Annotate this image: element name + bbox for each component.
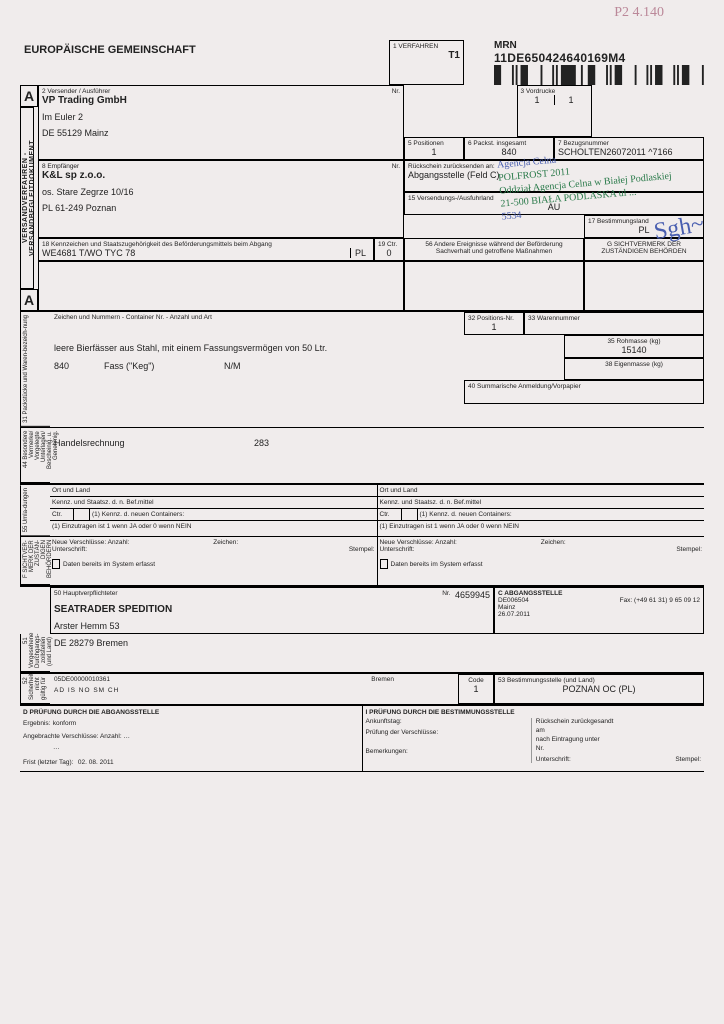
upper-block: A VERSANDVERFAHREN - VERSANDBEGLEITDOKUM…	[20, 85, 704, 311]
header-row: EUROPÄISCHE GEMEINSCHAFT 1 VERFAHREN T1 …	[20, 40, 704, 85]
barcode: ▌║▌│║█│▌║▌│║▌║▌│█║▌│║▌║	[494, 65, 704, 85]
box-53-bestimmungsstelle: 53 Bestimmungsstelle (und Land) POZNAN O…	[494, 674, 704, 704]
side-55: 55 Umla-dungen	[20, 485, 50, 536]
box-44-num: 283	[254, 438, 269, 473]
box-rueckschein: Rückschein zurücksenden an: Abgangsstell…	[404, 160, 704, 192]
box-19-ctr: 19 Ctr.0	[374, 238, 404, 261]
box-g-sichtvermerk: G SICHTVERMERK DER ZUSTÄNDIGEN BEHÖRDEN	[584, 238, 704, 261]
box-44-row: 44 Besondere Vermerke/ Vorgelegte Unterl…	[20, 427, 704, 483]
goods-description: leere Bierfässer aus Stahl, mit einem Fa…	[50, 335, 564, 380]
box-18-transport: 18 Kennzeichen und Staatszugehörigkeit d…	[38, 238, 374, 261]
side-52: 52 Sicherheit nicht gültig für	[20, 674, 50, 704]
a-marker-top: A	[20, 85, 38, 107]
box-50-haupt: 50 HauptverpflichteterNr. 4659945 SEATRA…	[50, 587, 494, 634]
form-title: EUROPÄISCHE GEMEINSCHAFT	[20, 40, 389, 85]
box-38-eigenmasse: 38 Eigenmasse (kg)	[564, 358, 704, 380]
box-50-addr2: DE 28279 Bremen	[50, 634, 132, 672]
sidebar-label: VERSANDVERFAHREN - VERSANDBEGLEITDOKUMEN…	[20, 107, 34, 289]
box-d-i-row: D PRÜFUNG DURCH DIE ABGANGSSTELLE Ergebn…	[20, 704, 704, 772]
a-marker-bottom: A	[20, 289, 38, 311]
box-50-c-row: 50 HauptverpflichteterNr. 4659945 SEATRA…	[20, 585, 704, 634]
side-51: 51 Vorgesehene Durchgangs-zollstellen (u…	[20, 634, 50, 672]
side-31: 31 Packstücke und Waren-bezeich-nung	[20, 312, 50, 427]
box-35-rohmasse: 35 Rohmasse (kg) 15140	[564, 335, 704, 358]
box-g-empty	[584, 261, 704, 311]
goods-block: 31 Packstücke und Waren-bezeich-nung Zei…	[20, 311, 704, 427]
mrn-block: MRN 11DE650424640169M4 ▌║▌│║█│▌║▌│║▌║▌│█…	[494, 40, 704, 85]
box-2-sender: 2 Versender / AusführerNr. VP Trading Gm…	[38, 85, 404, 160]
box-7-bezugsnummer: 7 BezugsnummerSCHOLTEN26072011 ^7166	[554, 137, 704, 160]
box-15-ausfuhrland: 15 Versendungs-/AusfuhrlandAU	[404, 192, 704, 215]
box-40-vorpapier: 40 Summarische Anmeldung/Vorpapier	[464, 380, 704, 404]
box-31-label: Zeichen und Nummern - Container Nr. - An…	[50, 312, 464, 335]
box-3-vordrucke: 3 Vordrucke 11	[517, 85, 592, 137]
box-18-empty	[38, 261, 404, 311]
box-d-pruefung: D PRÜFUNG DURCH DIE ABGANGSSTELLE Ergebn…	[20, 706, 363, 771]
box-1-verfahren: 1 VERFAHREN T1	[389, 40, 464, 85]
box-56-ereignisse: 56 Andere Ereignisse während der Beförde…	[404, 238, 584, 261]
box-f-row: F SICHTVER-MERK DER ZUSTÄN-DIGEN BEHÖRDE…	[20, 536, 704, 585]
box-5-positionen: 5 Positionen1	[404, 137, 464, 160]
box-8-recipient: 8 EmpfängerNr. K&L sp z.o.o. os. Stare Z…	[38, 160, 404, 238]
box-55-row: 55 Umla-dungen Ort und Land Kennz. und S…	[20, 483, 704, 536]
box-32-position: 32 Positions-Nr.1	[464, 312, 524, 335]
side-44: 44 Besondere Vermerke/ Vorgelegte Unterl…	[20, 428, 50, 483]
box-c-abgangsstelle: C ABGANGSSTELLE DE006504Fax: (+49 61 31)…	[494, 587, 704, 634]
box-52-53-row: 52 Sicherheit nicht gültig für 05DE00000…	[20, 672, 704, 704]
box-52-code: Code1	[458, 674, 494, 704]
box-6-packstuecke: 6 Packst. insgesamt840	[464, 137, 554, 160]
side-f: F SICHTVER-MERK DER ZUSTÄN-DIGEN BEHÖRDE…	[20, 537, 50, 585]
box-56-empty	[404, 261, 584, 311]
box-33-warennummer: 33 Warennummer	[524, 312, 704, 335]
box-51-row: 51 Vorgesehene Durchgangs-zollstellen (u…	[20, 634, 704, 672]
handwritten-note: P2 4.140	[614, 5, 664, 21]
box-i-pruefung: I PRÜFUNG DURCH DIE BESTIMMUNGSSTELLE An…	[363, 706, 705, 771]
box-44-doc: Handelsrechnung	[54, 438, 254, 473]
